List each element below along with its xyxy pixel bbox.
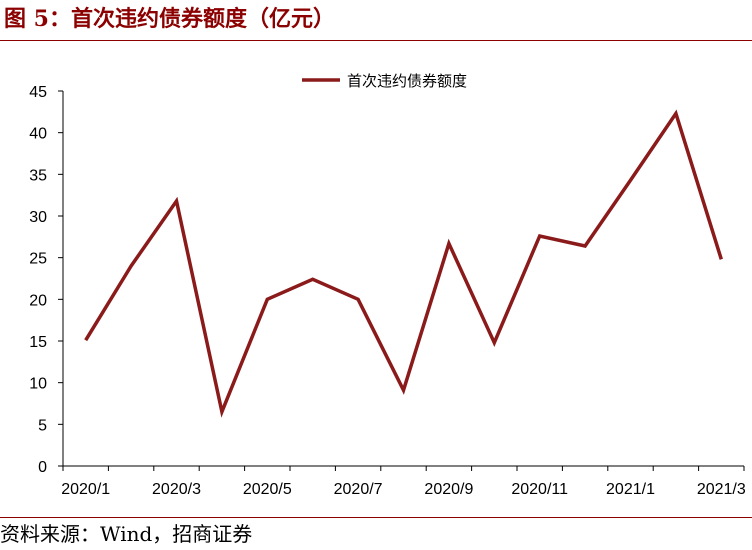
- y-axis-ticks: 0 5 10 15 20 25 30 35 40 45: [29, 84, 63, 476]
- x-tick-label: 2021/3: [697, 481, 746, 498]
- x-tick-label: 2020/9: [424, 481, 473, 498]
- chart-series: [84, 109, 723, 418]
- y-tick-label: 45: [29, 84, 47, 101]
- y-tick-label: 20: [29, 292, 47, 309]
- chart-axes: [62, 91, 744, 467]
- x-axis-ticks: 2020/1 2020/3 2020/5 2020/7 2020/9 2020/11 202…: [61, 466, 746, 498]
- x-tick-label: 2020/7: [334, 481, 383, 498]
- figure-title: 图 5：首次违约债券额度（亿元）: [4, 6, 335, 32]
- y-tick-label: 10: [29, 376, 47, 393]
- x-tick-label: 2021/1: [606, 481, 655, 498]
- x-tick-label: 2020/5: [243, 481, 292, 498]
- y-tick-label: 5: [38, 417, 47, 434]
- y-tick-label: 30: [29, 209, 47, 226]
- source-note: 资料来源：Wind，招商证券: [0, 522, 253, 546]
- x-tick-label: 2020/11: [511, 481, 568, 498]
- series-line: [84, 109, 723, 418]
- y-tick-label: 0: [38, 459, 47, 476]
- y-tick-label: 35: [29, 167, 47, 184]
- top-divider: [0, 40, 752, 41]
- chart-legend: 首次违约债券额度: [302, 72, 467, 90]
- x-tick-label: 2020/1: [61, 481, 110, 498]
- y-tick-label: 15: [29, 334, 47, 351]
- bottom-divider: [0, 517, 752, 518]
- y-tick-label: 25: [29, 251, 47, 268]
- legend-label: 首次违约债券额度: [347, 72, 467, 90]
- x-tick-label: 2020/3: [152, 481, 201, 498]
- y-tick-label: 40: [29, 126, 47, 143]
